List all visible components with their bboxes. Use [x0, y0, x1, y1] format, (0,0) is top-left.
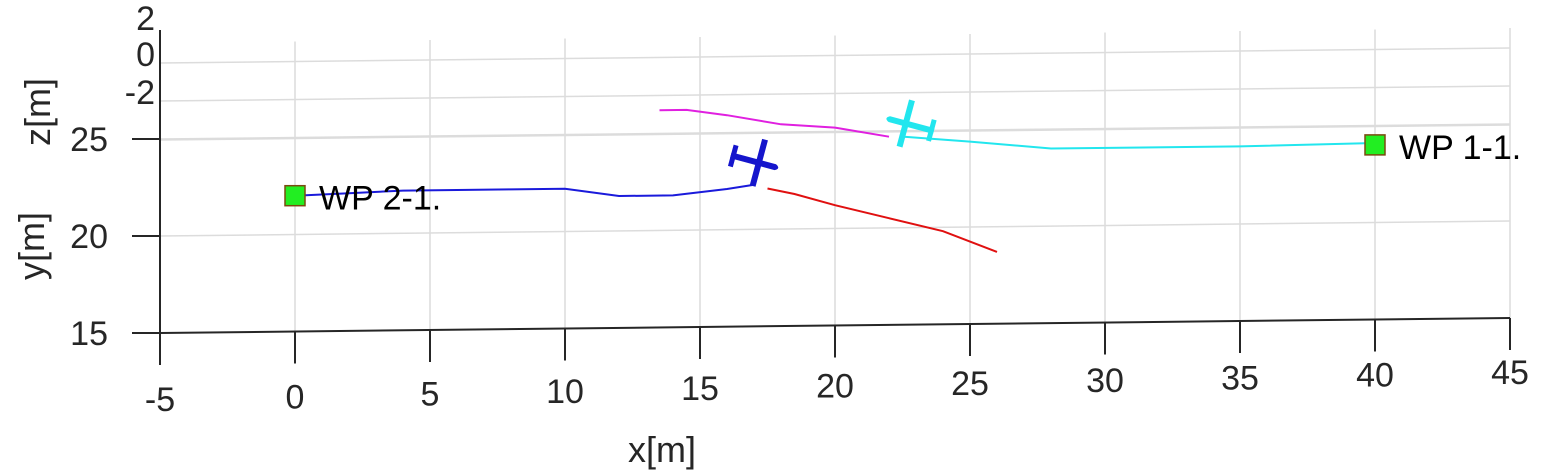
grid-layer: [159, 28, 1511, 333]
waypoint-label: WP 1-1.: [1399, 129, 1521, 167]
marker-layer: WP 2-1. WP 1-1.: [284, 99, 1521, 218]
label-layer: x[m] y[m] z[m]: [11, 78, 696, 470]
y-gridline: [159, 123, 1511, 140]
z-tick-label: -2: [125, 74, 155, 112]
waypoint-marker: [284, 184, 306, 207]
airplane-fuselage: [730, 152, 779, 171]
trajectory-line: [294, 183, 755, 198]
z-tick-label: 2: [136, 0, 155, 38]
y-tick-label: 20: [70, 218, 108, 256]
z-axis-label: z[m]: [17, 78, 58, 146]
x-tick-label: 20: [816, 368, 854, 406]
x-tick-label: 45: [1491, 354, 1529, 392]
z-gridline: [159, 124, 1511, 141]
airplane-icon: [886, 99, 937, 148]
z-tick-label: 0: [136, 36, 155, 74]
y-tick-label: 25: [70, 121, 108, 159]
x-tick-label: 5: [421, 376, 440, 414]
x-tick-label: 30: [1086, 362, 1124, 400]
airplane-wing: [896, 99, 915, 148]
y-gridline: [159, 220, 1511, 237]
x-tick-label: 0: [286, 378, 305, 416]
waypoint-label: WP 2-1.: [319, 180, 441, 218]
trajectory-line: [767, 187, 998, 253]
x-tick-label: 15: [681, 370, 719, 408]
y-axis-label: y[m]: [11, 212, 52, 280]
airplane-icon: [727, 138, 779, 187]
airplane-tail: [926, 119, 937, 142]
airplane-tail: [727, 144, 739, 168]
airplane-fuselage: [886, 116, 935, 134]
series-layer: [294, 108, 1376, 253]
x-axis-label: x[m]: [628, 429, 696, 470]
trajectory-line: [902, 135, 1376, 150]
x-tick-label: 10: [546, 373, 584, 411]
waypoint-marker: [1364, 134, 1386, 156]
y-tick-label: 15: [70, 315, 108, 353]
z-gridline: [159, 47, 1511, 64]
x-tick-label: -5: [145, 381, 175, 419]
x-tick-label: 40: [1356, 357, 1394, 395]
trajectory-line: [659, 108, 890, 138]
airplane-wing: [749, 138, 768, 187]
x-tick-label: 25: [951, 365, 989, 403]
x-tick-label: 35: [1221, 359, 1259, 397]
z-gridline: [159, 85, 1511, 102]
